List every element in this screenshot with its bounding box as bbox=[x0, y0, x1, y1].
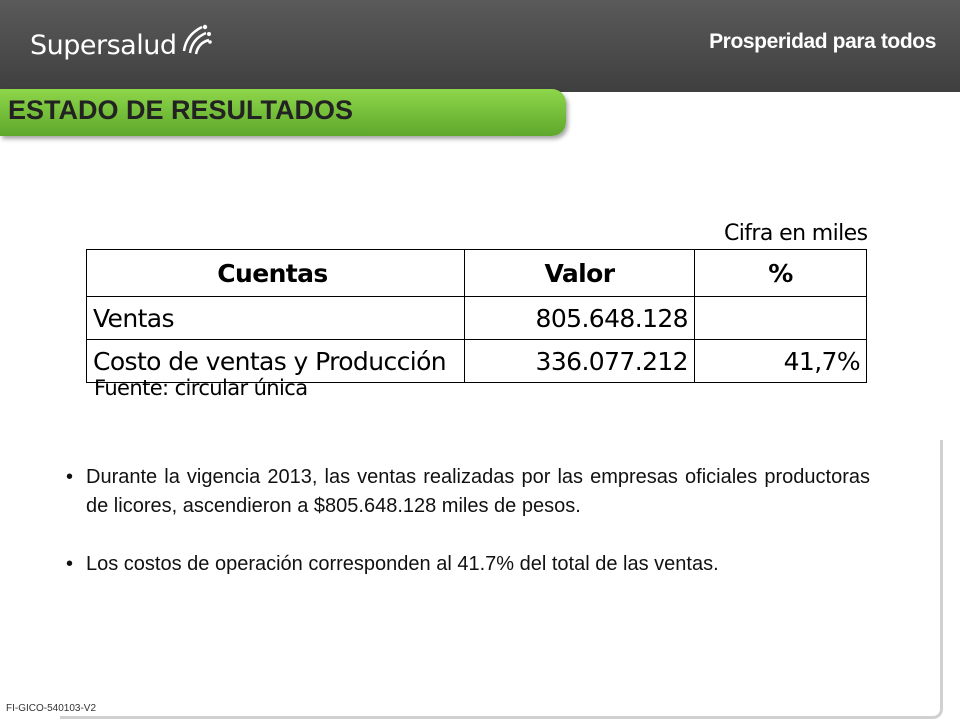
column-header-valor: Valor bbox=[464, 249, 695, 297]
cell-valor: 336.077.212 bbox=[464, 339, 695, 383]
cell-pct bbox=[694, 296, 867, 340]
bullet-text: Durante la vigencia 2013, las ventas rea… bbox=[86, 466, 870, 517]
title-banner: ESTADO DE RESULTADOS bbox=[0, 89, 566, 136]
table-header-row: Cuentas Valor % bbox=[86, 249, 867, 297]
bullet-icon: • bbox=[66, 553, 74, 575]
cell-valor: 805.648.128 bbox=[464, 296, 695, 340]
column-header-percent: % bbox=[694, 249, 867, 297]
page-title: ESTADO DE RESULTADOS bbox=[8, 95, 354, 125]
unit-note: Cifra en miles bbox=[724, 221, 868, 246]
document-code: FI-GICO-540103-V2 bbox=[6, 703, 97, 714]
logo-burst-icon bbox=[183, 24, 213, 55]
list-item: • Durante la vigencia 2013, las ventas r… bbox=[66, 463, 870, 521]
table-row: Ventas 805.648.128 bbox=[86, 296, 867, 340]
bullet-text: Los costos de operación corresponden al … bbox=[86, 553, 719, 575]
bullet-icon: • bbox=[66, 466, 74, 488]
content-panel bbox=[60, 440, 943, 719]
results-table: Cuentas Valor % Ventas 805.648.128 Costo… bbox=[86, 249, 867, 383]
cell-cuenta: Ventas bbox=[86, 296, 465, 340]
table-source-note: Fuente: circular única bbox=[94, 376, 308, 400]
cell-pct: 41,7% bbox=[694, 339, 867, 383]
cell-cuenta: Costo de ventas y Producción bbox=[86, 339, 465, 383]
supersalud-logo: Supersalud bbox=[30, 20, 213, 70]
bullet-list: • Durante la vigencia 2013, las ventas r… bbox=[66, 463, 870, 608]
column-header-cuentas: Cuentas bbox=[86, 249, 465, 297]
slogan-text: Prosperidad para todos bbox=[709, 30, 936, 53]
logo-text: Supersalud bbox=[30, 29, 177, 61]
header-bar: Supersalud Prosperidad para todos bbox=[0, 0, 960, 92]
table-row: Costo de ventas y Producción 336.077.212… bbox=[86, 339, 867, 383]
list-item: • Los costos de operación corresponden a… bbox=[66, 550, 870, 579]
